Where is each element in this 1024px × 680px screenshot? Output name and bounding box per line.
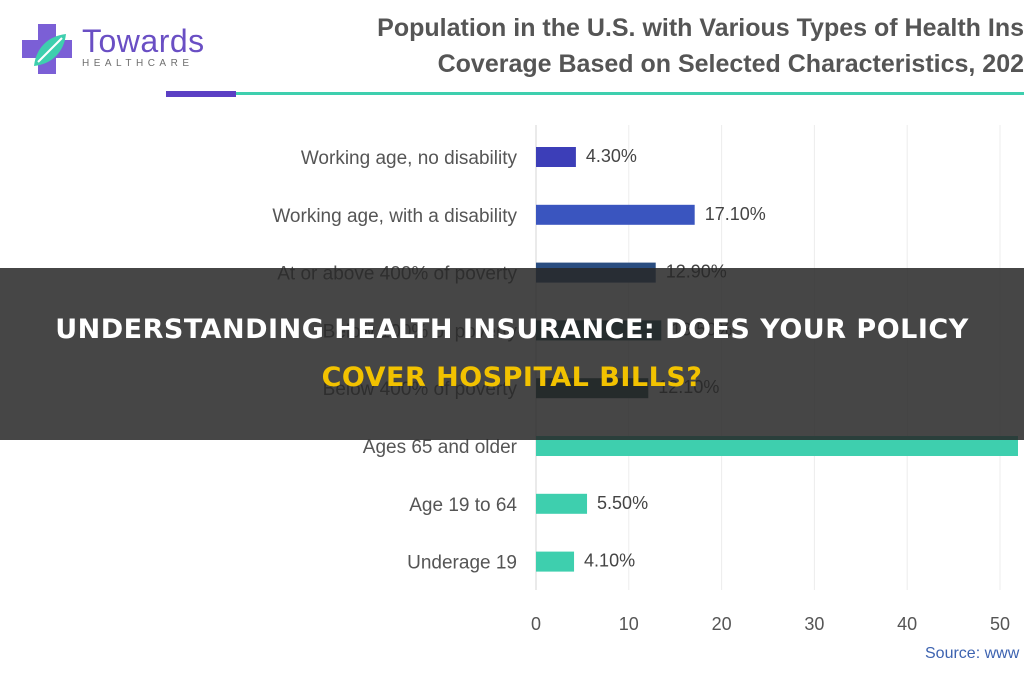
chart-title: Population in the U.S. with Various Type… bbox=[260, 10, 1024, 82]
category-label: Working age, with a disability bbox=[272, 206, 517, 227]
brand-logo: Towards HEALTHCARE bbox=[20, 22, 220, 78]
headline: UNDERSTANDING HEALTH INSURANCE: DOES YOU… bbox=[55, 306, 969, 402]
chart-title-line-1: Population in the U.S. with Various Type… bbox=[377, 14, 1024, 42]
x-tick-label: 30 bbox=[804, 614, 824, 634]
bar bbox=[536, 436, 1018, 456]
x-tick-label: 20 bbox=[712, 614, 732, 634]
bar bbox=[536, 493, 588, 514]
x-tick-label: 50 bbox=[990, 614, 1010, 634]
brand-name: Towards bbox=[82, 23, 205, 59]
data-label: 17.10% bbox=[705, 204, 766, 224]
cross-leaf-logo-icon bbox=[22, 24, 72, 74]
title-underline-teal bbox=[235, 92, 1024, 95]
bar bbox=[536, 204, 695, 225]
data-label: 4.30% bbox=[586, 146, 637, 166]
headline-banner: UNDERSTANDING HEALTH INSURANCE: DOES YOU… bbox=[0, 268, 1024, 440]
x-tick-label: 10 bbox=[619, 614, 639, 634]
chart-title-line-2: Coverage Based on Selected Characteristi… bbox=[437, 50, 1024, 78]
category-label: Working age, no disability bbox=[301, 148, 518, 169]
category-label: Age 19 to 64 bbox=[409, 495, 517, 516]
x-tick-label: 0 bbox=[531, 614, 541, 634]
headline-line-2: COVER HOSPITAL BILLS? bbox=[321, 362, 703, 393]
title-underline-accent bbox=[166, 91, 236, 97]
source-note: Source: www bbox=[925, 645, 1020, 662]
category-label: Ages 65 and older bbox=[363, 437, 518, 458]
data-label: 4.10% bbox=[584, 551, 635, 571]
x-tick-label: 40 bbox=[897, 614, 917, 634]
brand-subtitle: HEALTHCARE bbox=[82, 58, 194, 69]
headline-line-1: UNDERSTANDING HEALTH INSURANCE: DOES YOU… bbox=[55, 314, 969, 345]
category-label: Underage 19 bbox=[407, 553, 517, 574]
bar bbox=[536, 147, 576, 167]
data-label: 5.50% bbox=[597, 493, 648, 513]
bar bbox=[536, 551, 575, 572]
